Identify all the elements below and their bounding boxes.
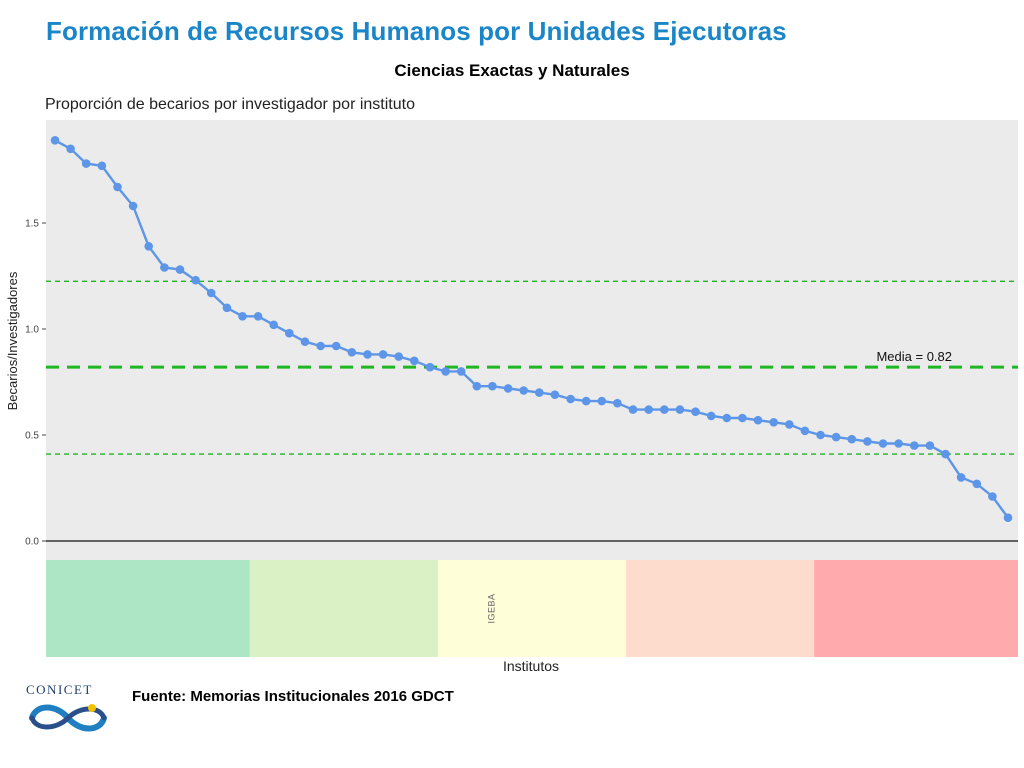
data-point [972, 479, 982, 489]
band-label: IGEBA [486, 593, 496, 623]
slide-subtitle: Ciencias Exactas y Naturales [394, 61, 630, 80]
data-point [456, 367, 466, 376]
data-point [878, 439, 888, 448]
data-point [394, 352, 404, 361]
data-point [66, 144, 75, 154]
data-point [644, 405, 653, 414]
data-point [503, 384, 513, 393]
data-point [706, 411, 716, 421]
data-point [863, 437, 872, 446]
data-point [347, 348, 357, 357]
logo-text: CONICET [26, 682, 93, 697]
mean-label: Media = 0.82 [876, 349, 952, 364]
category-band [814, 560, 1018, 657]
data-point [222, 303, 232, 313]
data-point [191, 275, 200, 285]
data-point [925, 441, 935, 450]
data-point [581, 396, 591, 406]
x-axis-label: Institutos [503, 658, 559, 674]
conicet-logo: CONICET [22, 682, 114, 732]
source-note: Fuente: Memorias Institucionales 2016 GD… [132, 688, 454, 705]
data-point [160, 263, 169, 272]
data-point [97, 161, 107, 171]
chart-title: Proporción de becarios por investigador … [45, 96, 415, 113]
data-point [206, 288, 216, 298]
data-point [785, 420, 794, 429]
data-point [316, 341, 325, 351]
data-point [894, 439, 903, 448]
data-point [847, 434, 857, 444]
data-point [113, 182, 122, 192]
y-tick-label: 1.5 [25, 219, 39, 230]
data-point [831, 432, 841, 442]
y-axis-label: Becarios/Investigadores [5, 271, 20, 410]
data-point [566, 394, 575, 404]
data-point [691, 407, 700, 417]
y-tick-label: 0.5 [25, 431, 39, 442]
data-point [472, 381, 482, 391]
data-point [628, 405, 638, 414]
plot-panel [46, 120, 1018, 560]
data-point [50, 136, 60, 145]
data-point [910, 441, 919, 450]
data-point [519, 386, 528, 395]
data-point [988, 492, 997, 501]
data-point [128, 201, 138, 211]
data-point [535, 388, 544, 397]
data-point [956, 473, 966, 482]
data-point [488, 381, 497, 391]
data-point [941, 449, 950, 459]
data-point [81, 159, 91, 168]
category-band [437, 560, 627, 657]
data-point [816, 430, 825, 440]
data-point [331, 341, 341, 351]
data-point [597, 396, 607, 406]
slide-title: Formación de Recursos Humanos por Unidad… [46, 16, 787, 46]
data-point [238, 312, 247, 321]
data-point [285, 328, 294, 338]
category-band [249, 560, 438, 657]
data-point [753, 415, 763, 425]
data-point [800, 426, 810, 436]
data-point [1003, 513, 1013, 522]
data-point [722, 413, 732, 423]
infinity-icon [29, 704, 107, 732]
category-band [46, 560, 250, 657]
data-point [613, 398, 622, 408]
data-point [269, 320, 279, 330]
data-point [441, 367, 450, 376]
data-point [738, 413, 747, 423]
data-point [660, 405, 669, 414]
category-band [626, 560, 815, 657]
data-point [378, 350, 388, 359]
data-point [300, 337, 310, 347]
data-point [550, 390, 560, 400]
y-tick-label: 0.0 [25, 537, 39, 548]
data-point [410, 356, 419, 366]
y-tick-label: 1.0 [25, 325, 39, 336]
data-point [363, 350, 372, 359]
data-point [769, 418, 778, 427]
data-point [675, 405, 685, 414]
data-point [144, 242, 153, 251]
data-point [253, 312, 263, 321]
data-point [175, 265, 185, 274]
data-point [425, 362, 435, 372]
